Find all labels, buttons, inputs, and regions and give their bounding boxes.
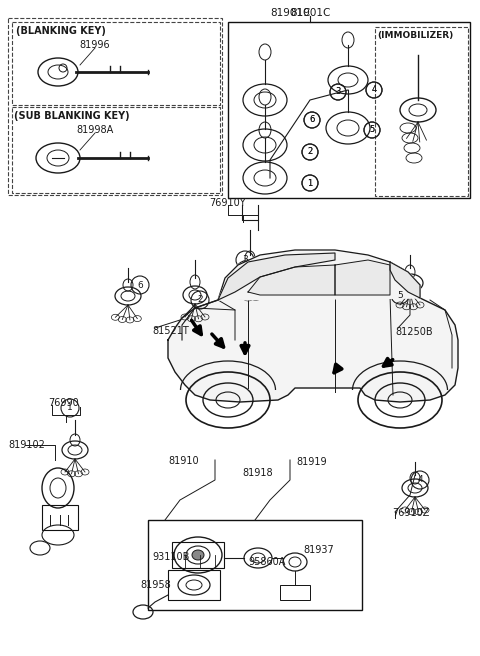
Text: 76910Y: 76910Y xyxy=(210,198,246,208)
Polygon shape xyxy=(218,250,420,300)
Bar xyxy=(280,585,310,600)
Text: 2: 2 xyxy=(307,148,312,157)
Text: 81998A: 81998A xyxy=(76,125,114,135)
Text: (IMMOBILIZER): (IMMOBILIZER) xyxy=(377,31,453,40)
Ellipse shape xyxy=(192,550,204,560)
Text: 4: 4 xyxy=(372,85,377,94)
Bar xyxy=(12,107,220,193)
Text: 5: 5 xyxy=(370,125,374,134)
Text: 95860A: 95860A xyxy=(248,557,286,567)
Bar xyxy=(168,570,220,600)
Text: 819102: 819102 xyxy=(8,440,45,450)
Polygon shape xyxy=(168,288,458,402)
Text: 3: 3 xyxy=(336,87,341,96)
Text: 81901C: 81901C xyxy=(290,8,330,18)
Polygon shape xyxy=(218,253,335,300)
Text: 2: 2 xyxy=(307,148,312,157)
Text: 1: 1 xyxy=(307,178,312,188)
Polygon shape xyxy=(335,260,390,295)
Text: 81996: 81996 xyxy=(80,40,110,50)
Text: 4: 4 xyxy=(372,85,377,94)
Text: 6: 6 xyxy=(309,115,315,125)
Text: 4: 4 xyxy=(417,476,423,485)
Text: 81958: 81958 xyxy=(140,580,171,590)
Text: (SUB BLANKING KEY): (SUB BLANKING KEY) xyxy=(14,111,130,121)
Text: 6: 6 xyxy=(309,115,315,125)
Bar xyxy=(228,22,470,198)
Text: 1: 1 xyxy=(67,403,73,413)
Text: 5: 5 xyxy=(397,291,403,300)
Text: 81918: 81918 xyxy=(242,468,273,478)
Text: 5: 5 xyxy=(370,125,374,134)
Text: 3: 3 xyxy=(336,87,341,96)
Polygon shape xyxy=(390,262,420,298)
Text: 81910: 81910 xyxy=(168,456,199,466)
Bar xyxy=(8,18,222,195)
Text: 81919: 81919 xyxy=(296,457,326,467)
Bar xyxy=(42,505,78,530)
Bar xyxy=(375,27,468,196)
Text: 93110B: 93110B xyxy=(152,552,190,562)
Text: 6: 6 xyxy=(137,281,143,289)
Text: 81521T: 81521T xyxy=(152,326,189,336)
Bar xyxy=(172,542,224,568)
Text: 76990: 76990 xyxy=(48,398,79,408)
Bar xyxy=(12,22,220,105)
Text: (BLANKING KEY): (BLANKING KEY) xyxy=(16,26,106,36)
Text: 81250B: 81250B xyxy=(395,327,432,337)
Text: 81937: 81937 xyxy=(303,545,334,555)
Text: 81901C: 81901C xyxy=(270,8,310,18)
Text: 76910Z: 76910Z xyxy=(392,508,430,518)
Text: 2: 2 xyxy=(197,295,203,304)
Polygon shape xyxy=(248,265,335,295)
Text: 1: 1 xyxy=(307,178,312,188)
Text: 3: 3 xyxy=(242,255,248,264)
Bar xyxy=(148,520,362,610)
